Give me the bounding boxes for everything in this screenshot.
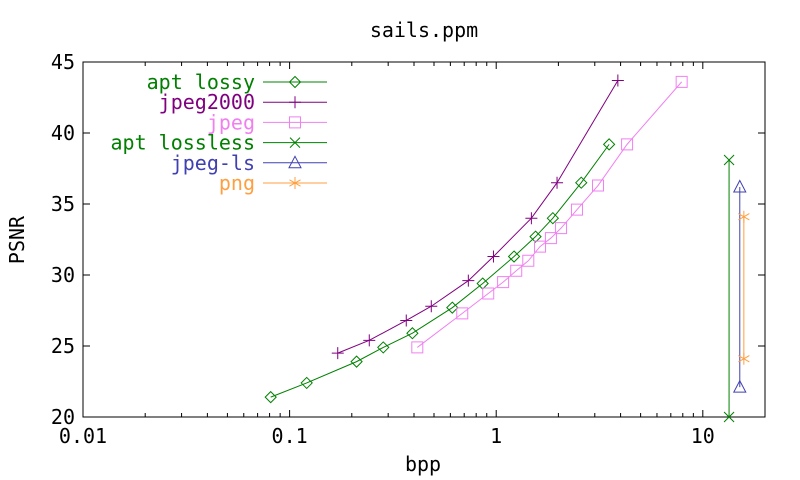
square-marker (522, 254, 535, 267)
y-tick-label: 40 (51, 121, 75, 145)
legend-entry-apt-lossless: apt lossless (111, 131, 327, 155)
x-tick-label: 10 (691, 424, 715, 448)
plus-marker (400, 314, 413, 327)
x-marker (723, 411, 735, 423)
diamond-marker (575, 176, 588, 189)
series-line (416, 81, 683, 348)
legend-label: jpeg2000 (159, 90, 255, 114)
series-line (270, 144, 610, 398)
legend-label: apt lossless (111, 131, 256, 155)
square-marker (570, 203, 583, 216)
series-apt-lossy (264, 138, 616, 404)
triangle-marker (732, 179, 747, 193)
diamond-marker (300, 376, 313, 390)
square-marker (555, 222, 568, 235)
y-tick-label: 30 (51, 263, 75, 287)
diamond-marker (288, 75, 302, 89)
diamond-marker (602, 138, 616, 151)
square-marker (544, 232, 557, 245)
asterisk-marker (289, 177, 301, 189)
diamond-marker (529, 230, 542, 243)
square-marker (482, 287, 495, 300)
series-jpeg-ls (732, 179, 747, 393)
square-marker (411, 341, 424, 354)
legend-entry-png: png (219, 171, 327, 195)
plus-marker (289, 96, 301, 109)
square-marker (675, 75, 688, 88)
asterisk-marker (738, 352, 750, 365)
square-marker (592, 179, 605, 192)
diamond-marker (446, 301, 459, 314)
diamond-marker (546, 211, 560, 225)
plus-marker (611, 74, 624, 87)
legend-label: jpeg (207, 110, 255, 134)
series-jpeg (411, 75, 688, 354)
x-axis-label: bpp (404, 452, 442, 476)
axis-ticks (82, 61, 766, 418)
x-tick-label: 0.01 (59, 424, 107, 448)
series-png (738, 210, 750, 365)
square-marker (289, 116, 301, 129)
legend-label: png (219, 171, 255, 195)
square-marker (497, 276, 510, 289)
legend-label: apt lossy (147, 70, 255, 94)
x-tick-label: 1 (490, 424, 502, 448)
square-marker (534, 240, 547, 253)
plus-marker (425, 300, 438, 313)
x-marker (723, 154, 735, 166)
plot-border (82, 61, 766, 418)
legend-entry-jpeg: jpeg (207, 110, 327, 134)
diamond-marker (264, 390, 277, 404)
legend-entry-apt-lossy: apt lossy (147, 70, 327, 94)
x-marker (289, 137, 301, 148)
diamond-marker (377, 341, 390, 354)
triangle-marker (732, 379, 747, 393)
series-jpeg2000 (331, 74, 624, 360)
tick-labels: 0.01 0.1 1 10 20 25 30 35 40 45 (51, 50, 715, 448)
plus-marker (331, 347, 344, 360)
chart-title: sails.ppm (369, 18, 479, 42)
y-tick-label: 25 (51, 334, 75, 358)
plus-marker (525, 212, 538, 225)
plus-marker (551, 176, 564, 189)
triangle-marker (288, 155, 302, 169)
y-tick-label: 45 (51, 50, 75, 74)
y-axis-label: PSNR (5, 215, 29, 265)
plus-marker (487, 250, 500, 263)
diamond-marker (350, 355, 363, 368)
series-apt-lossless (723, 154, 735, 423)
legend-entry-jpeg-ls: jpeg-ls (171, 151, 327, 175)
y-tick-label: 20 (51, 405, 75, 429)
legend-label: jpeg-ls (171, 151, 255, 175)
square-marker (456, 307, 469, 320)
asterisk-marker (738, 210, 750, 223)
square-marker (621, 138, 634, 151)
series-line (337, 80, 619, 354)
x-tick-label: 0.1 (272, 424, 308, 448)
legend-entry-jpeg2000: jpeg2000 (159, 90, 327, 114)
square-marker (510, 264, 523, 277)
y-tick-label: 35 (51, 192, 75, 216)
diamond-marker (406, 327, 419, 340)
plus-marker (363, 334, 376, 347)
diamond-marker (507, 250, 521, 263)
plus-marker (462, 274, 475, 287)
